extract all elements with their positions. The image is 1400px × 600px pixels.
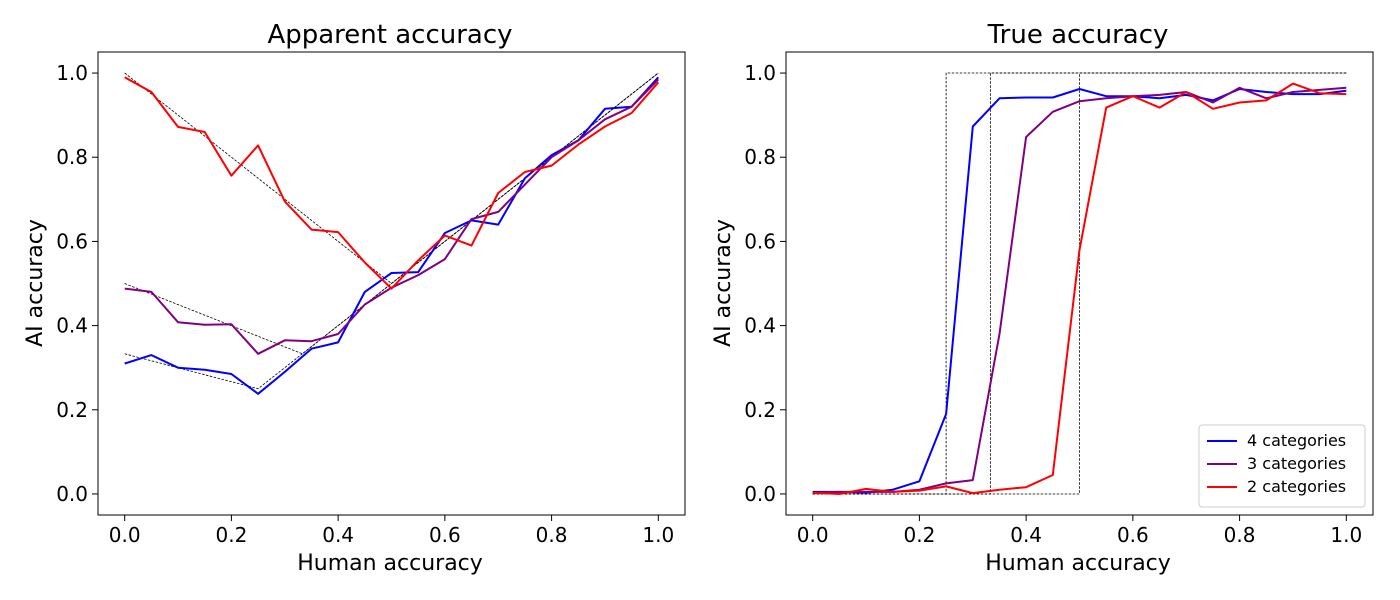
x-tick-label: 0.2 — [216, 523, 248, 547]
plot-frame — [97, 51, 686, 516]
y-tick-label: 0.0 — [744, 482, 776, 506]
chart-title: Apparent accuracy — [267, 20, 512, 50]
y-tick-label: 0.2 — [56, 398, 88, 422]
y-tick-label: 0.6 — [744, 229, 776, 253]
legend-label: 2 categories — [1247, 477, 1346, 496]
x-tick-label: 1.0 — [642, 523, 674, 547]
y-tick-label: 0.8 — [56, 145, 88, 169]
y-tick-label: 0.0 — [56, 482, 88, 506]
apparent-accuracy-chart: Apparent accuracy Human accuracy AI accu… — [23, 20, 686, 576]
x-tick-label: 0.2 — [904, 523, 936, 547]
y-tick-label: 0.4 — [744, 314, 776, 338]
x-tick-label: 0.6 — [429, 523, 461, 547]
series-line-1 — [124, 76, 660, 395]
reference-line-2 — [124, 72, 659, 355]
x-tick-label: 0.8 — [536, 523, 568, 547]
x-tick-label: 0.0 — [109, 523, 141, 547]
x-tick-label: 0.0 — [797, 523, 829, 547]
chart-title: True accuracy — [987, 20, 1169, 50]
x-tick-label: 0.4 — [322, 523, 354, 547]
x-tick-label: 0.4 — [1010, 523, 1042, 547]
legend-box — [1198, 424, 1366, 508]
reference-line-1 — [124, 72, 659, 285]
y-axis-label: AI accuracy — [711, 219, 736, 347]
reference-line-3 — [812, 72, 1347, 495]
series-line-3 — [812, 82, 1347, 495]
series-line-1 — [812, 88, 1347, 494]
x-axis-label: Human accuracy — [297, 551, 483, 576]
x-tick-label: 1.0 — [1330, 523, 1362, 547]
y-tick-label: 0.8 — [744, 145, 776, 169]
reference-line-3 — [124, 72, 659, 390]
y-axis-label: AI accuracy — [23, 219, 48, 347]
x-axis-label: Human accuracy — [985, 551, 1171, 576]
true-accuracy-chart: True accuracy Human accuracy AI accuracy… — [711, 20, 1374, 576]
y-tick-label: 0.6 — [56, 229, 88, 253]
y-tick-label: 0.2 — [744, 398, 776, 422]
x-tick-label: 0.6 — [1117, 523, 1149, 547]
series-line-2 — [124, 78, 660, 355]
y-tick-label: 1.0 — [744, 61, 776, 85]
x-tick-label: 0.8 — [1224, 523, 1256, 547]
legend-label: 3 categories — [1247, 454, 1346, 473]
plot-frame — [785, 51, 1374, 516]
legend-label: 4 categories — [1247, 431, 1346, 450]
series-line-3 — [124, 76, 660, 290]
y-tick-label: 0.4 — [56, 314, 88, 338]
y-tick-label: 1.0 — [56, 61, 88, 85]
legend: 4 categories 3 categories 2 categories — [1198, 424, 1366, 508]
